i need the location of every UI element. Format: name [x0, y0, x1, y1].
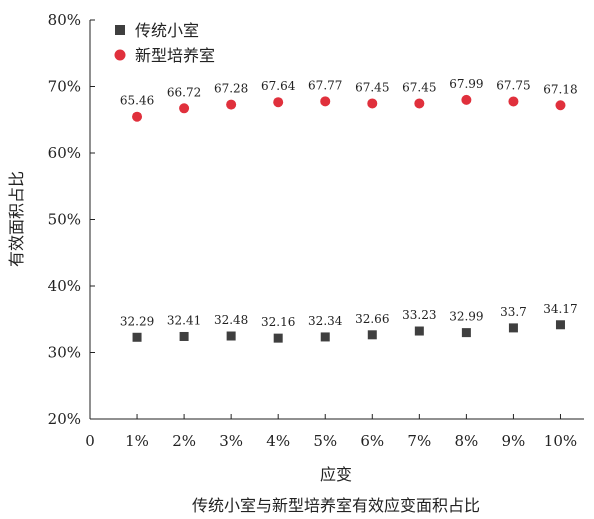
series-1-data-label: 32.29: [120, 314, 154, 328]
series-2-point: [273, 97, 284, 108]
legend-label: 传统小室: [135, 21, 199, 40]
series-2-point: [508, 96, 519, 107]
series-2-data-label: 67.64: [261, 79, 296, 93]
series-2-data-label: 67.77: [308, 78, 342, 92]
series-1-data-label: 32.16: [261, 315, 295, 329]
series-2-data-label: 67.99: [449, 77, 483, 91]
series-1-point: [226, 331, 236, 341]
x-tick-label: 5%: [313, 432, 337, 450]
y-tick-label: 60%: [48, 144, 81, 162]
series-1-point: [508, 323, 518, 333]
series-2-data-label: 67.45: [355, 80, 389, 94]
series-2-data-label: 67.28: [214, 82, 248, 96]
series-1-point: [555, 320, 565, 330]
series-2-data-label: 65.46: [120, 94, 154, 108]
series-1-data-label: 32.99: [449, 310, 483, 324]
series-2-data-label: 67.75: [496, 78, 530, 92]
x-tick-label: 7%: [407, 432, 431, 450]
y-tick-label: 20%: [48, 410, 81, 428]
series-2-data-label: 67.45: [402, 80, 436, 94]
x-tick-label: 0: [85, 432, 95, 450]
series-1-data-label: 33.23: [402, 308, 436, 322]
chart-title: 传统小室与新型培养室有效应变面积占比: [192, 496, 480, 515]
ticks: 20% 30% 40% 50% 60% 70% 80% 0 1% 2% 3% 4% 5% 6% 7% 8% 9%…: [48, 11, 577, 450]
marks: 32.29 32.41 32.48 32.16 32.34 32.66 33.23 32.99…: [120, 77, 578, 343]
y-tick-label: 40%: [48, 277, 81, 295]
series-2-point: [461, 94, 472, 105]
x-tick-label: 3%: [219, 432, 243, 450]
series-2-data-label: 67.18: [543, 82, 577, 96]
series-2-data-label: 66.72: [167, 85, 201, 99]
x-tick-label: 9%: [502, 432, 526, 450]
series-2-point: [555, 100, 566, 111]
x-axis-title: 应变: [320, 465, 352, 484]
x-tick-label: 2%: [172, 432, 196, 450]
x-tick-label: 4%: [266, 432, 290, 450]
series-1-data-label: 33.7: [500, 305, 527, 319]
legend-marker-square: [115, 25, 125, 35]
series-1-data-label: 32.34: [308, 314, 343, 328]
series-1-point: [320, 332, 330, 342]
y-tick-label: 80%: [48, 11, 81, 29]
series-1-point: [132, 332, 142, 342]
series-1-point: [461, 328, 471, 338]
x-tick-label: 6%: [360, 432, 384, 450]
series-2-point: [226, 99, 237, 110]
y-tick-label: 50%: [48, 211, 81, 229]
series-1-data-label: 32.48: [214, 313, 248, 327]
y-tick-label: 30%: [48, 344, 81, 362]
x-tick-label: 10%: [544, 432, 577, 450]
legend-marker-circle: [114, 49, 126, 61]
series-1-point: [273, 333, 283, 343]
series-1-point: [367, 330, 377, 340]
legend-label: 新型培养室: [135, 46, 215, 65]
series-1-point: [414, 326, 424, 336]
series-1-point: [179, 331, 189, 341]
y-tick-label: 70%: [48, 78, 81, 96]
series-2-point: [414, 98, 425, 109]
series-2-point: [132, 111, 143, 122]
y-axis-title: 有效面积占比: [7, 171, 26, 267]
x-tick-label: 8%: [454, 432, 478, 450]
x-tick-label: 1%: [125, 432, 149, 450]
series-2-point: [367, 98, 378, 109]
series-2-point: [179, 103, 190, 114]
series-1-data-label: 32.41: [167, 313, 201, 327]
series-1-data-label: 32.66: [355, 312, 389, 326]
series-2-point: [320, 96, 331, 107]
series-1-data-label: 34.17: [543, 302, 577, 316]
